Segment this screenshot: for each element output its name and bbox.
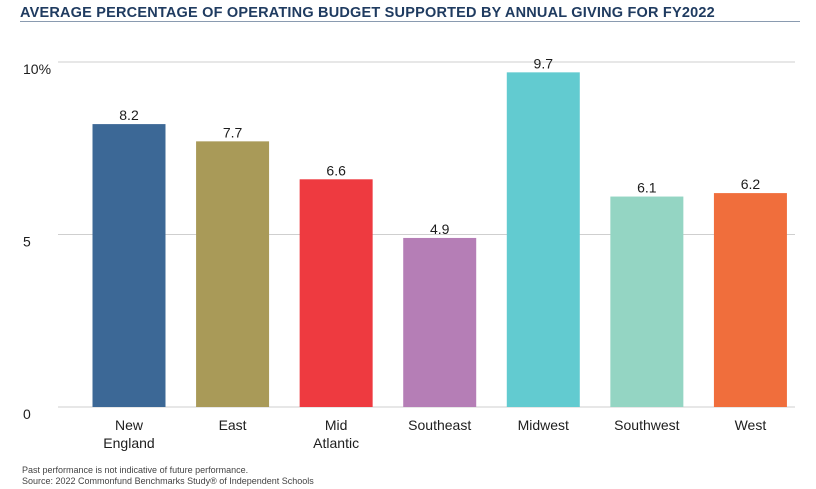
data-label-1: 7.7 <box>223 124 243 140</box>
bar-0 <box>92 124 166 407</box>
title-divider <box>20 21 800 22</box>
bar-1 <box>196 141 270 407</box>
category-label-6: West <box>735 417 767 433</box>
data-label-6: 6.2 <box>741 176 761 192</box>
data-label-3: 4.9 <box>430 221 450 237</box>
category-label-5: Southwest <box>614 417 679 433</box>
y-tick-label-10: 10% <box>23 61 51 77</box>
bar-2 <box>299 179 373 407</box>
category-label-3: Southeast <box>408 417 471 433</box>
category-label-4: Midwest <box>518 417 569 433</box>
bar-4 <box>506 72 580 407</box>
footnote-source: Source: 2022 Commonfund Benchmarks Study… <box>22 476 314 486</box>
data-label-0: 8.2 <box>119 107 139 123</box>
bar-5 <box>610 196 684 407</box>
category-label-0-line-1: England <box>103 435 154 451</box>
data-label-4: 9.7 <box>534 55 554 71</box>
chart-title: AVERAGE PERCENTAGE OF OPERATING BUDGET S… <box>20 5 715 21</box>
category-label-0-line-0: New <box>115 417 144 433</box>
y-tick-label-0: 0 <box>23 406 31 422</box>
data-label-5: 6.1 <box>637 180 657 196</box>
bar-6 <box>713 193 787 407</box>
category-label-1: East <box>219 417 247 433</box>
bar-3 <box>403 237 477 407</box>
y-tick-label-5: 5 <box>23 234 31 250</box>
category-label-2-line-0: Mid <box>325 417 348 433</box>
footnote-disclaimer: Past performance is not indicative of fu… <box>22 465 249 475</box>
category-label-2-line-1: Atlantic <box>313 435 359 451</box>
data-label-2: 6.6 <box>326 162 346 178</box>
